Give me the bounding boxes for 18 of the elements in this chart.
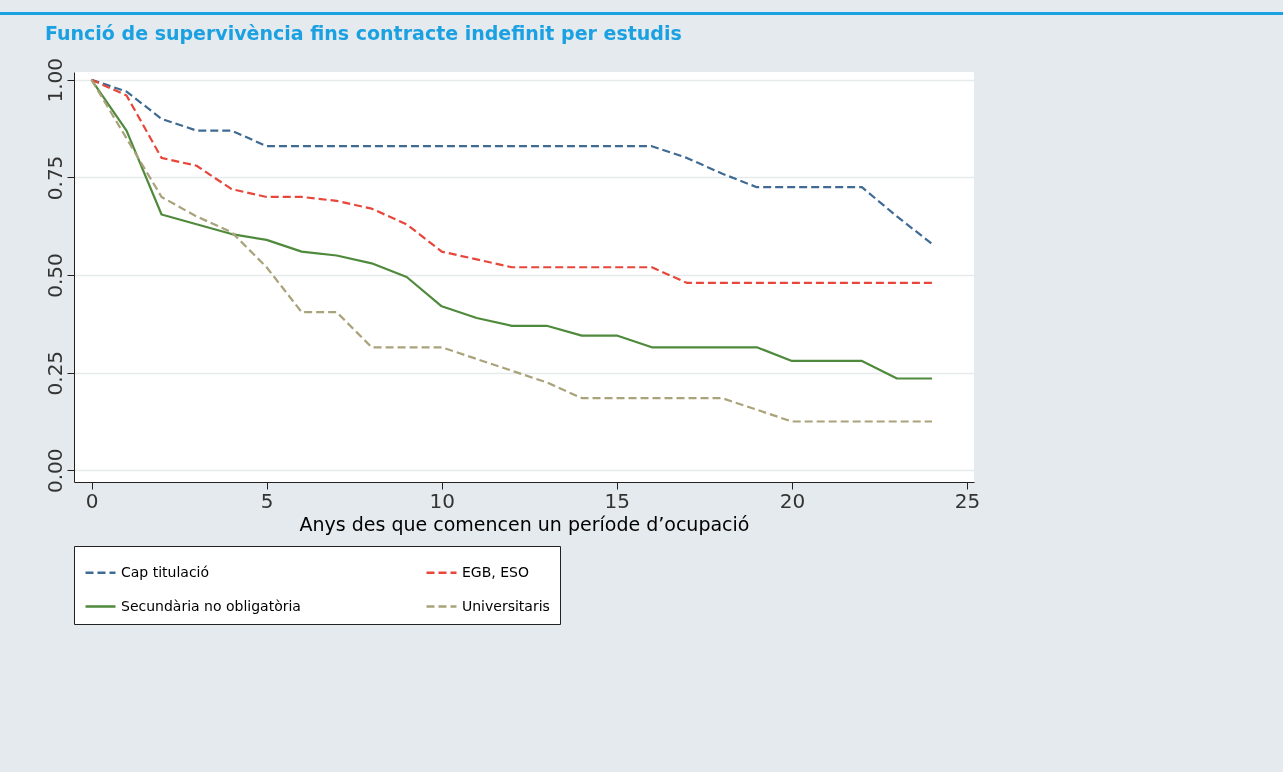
legend-label: Universitaris [462,597,550,614]
y-tick-label: 0.75 [42,155,67,201]
x-tick-label: 15 [604,488,631,513]
x-tick-label: 25 [954,488,981,513]
x-tick-label: 10 [429,488,455,513]
y-tick-label: 0.25 [42,350,67,396]
legend-label: Secundària no obligatòria [121,597,301,614]
y-tick-label: 1.00 [42,58,67,103]
x-tick-label: 20 [779,488,806,513]
y-tick-label: 0.00 [42,448,67,494]
legend-label: Cap titulació [121,563,210,580]
y-tick-label: 0.50 [42,253,67,298]
chart-title: Funció de supervivència fins contracte indefinit per estudis [45,21,682,44]
x-tick-label: 0 [85,488,99,513]
x-axis-title: Anys des que comencen un període d’ocupació [299,512,750,535]
line-series [90,78,934,284]
legend-label: EGB, ESO [462,563,529,580]
x-tick-label: 5 [260,488,274,513]
